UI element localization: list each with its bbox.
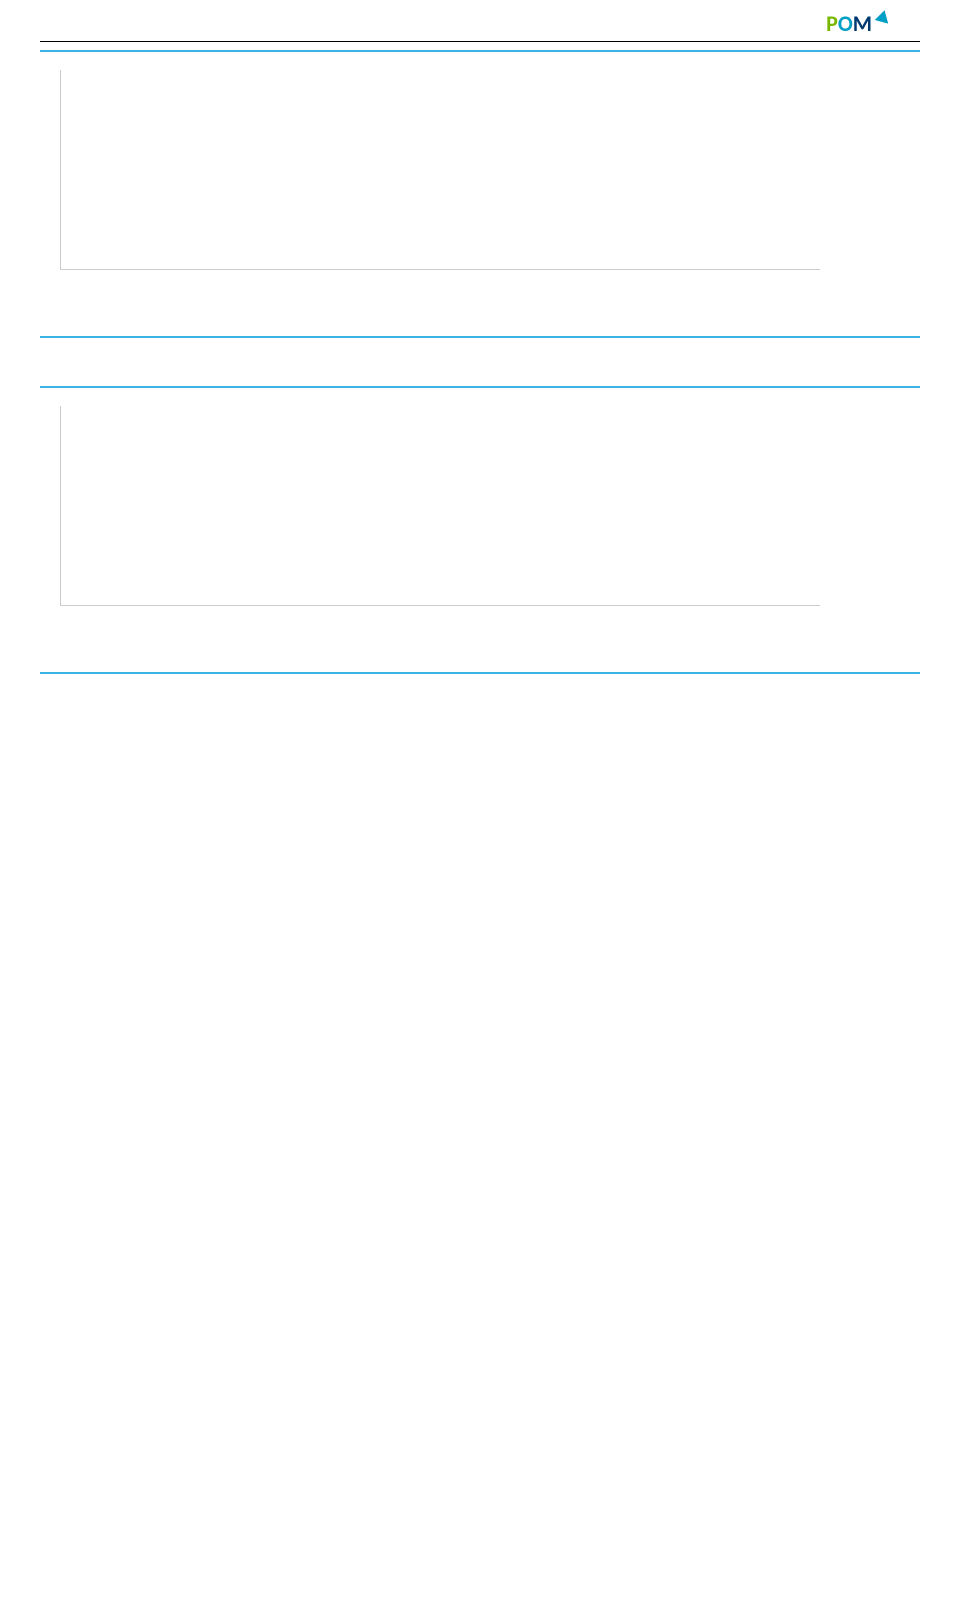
table2-header [40,672,920,694]
chart1-plot [60,70,820,270]
page-header: POM [40,0,920,42]
chart2-xlabels [60,606,820,636]
chart2-ylabel [50,406,54,662]
chart1-xlabels [60,270,820,300]
chart-emissies-energie [40,50,920,336]
logo-pom: POM [826,10,890,37]
table1-header [40,336,920,358]
chart2-plot [60,406,820,606]
pom-triangle-icon [875,8,892,23]
chart-emissies-tertiair [40,386,920,672]
chart1-ylabel [50,70,54,326]
